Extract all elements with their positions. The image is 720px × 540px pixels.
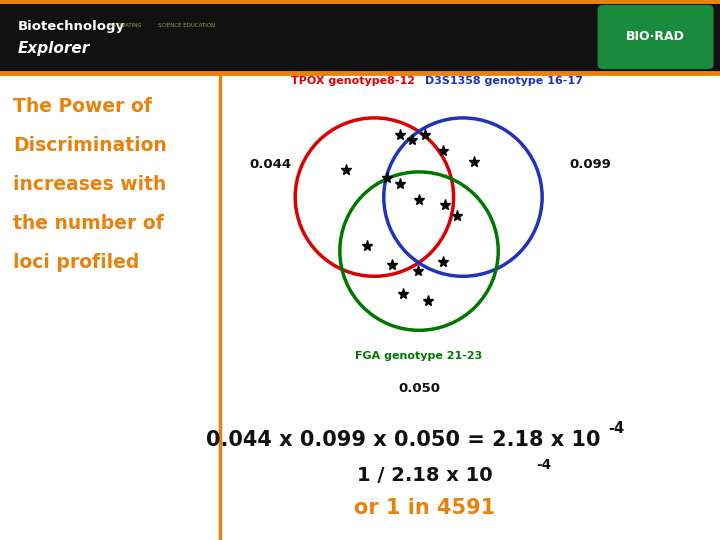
Text: D3S1358 genotype 16-17: D3S1358 genotype 16-17	[425, 76, 583, 86]
Text: SCIENCE EDUCATION: SCIENCE EDUCATION	[158, 23, 216, 28]
Text: the number of: the number of	[13, 214, 163, 233]
Text: -4: -4	[536, 458, 552, 472]
Text: 0.099: 0.099	[570, 158, 611, 171]
Text: increases with: increases with	[13, 175, 166, 194]
Text: FGA genotype 21-23: FGA genotype 21-23	[356, 352, 482, 361]
Text: 0.050: 0.050	[398, 382, 440, 395]
Text: The Power of: The Power of	[13, 97, 152, 116]
Text: Discrimination: Discrimination	[13, 136, 167, 155]
Text: BIO·RAD: BIO·RAD	[626, 30, 685, 44]
FancyBboxPatch shape	[0, 0, 720, 4]
Text: loci profiled: loci profiled	[13, 253, 140, 272]
Text: Biotechnology: Biotechnology	[18, 20, 125, 33]
Text: 1 / 2.18 x 10: 1 / 2.18 x 10	[357, 465, 492, 485]
Text: CAPTIVATING: CAPTIVATING	[107, 23, 142, 28]
FancyBboxPatch shape	[0, 4, 720, 73]
Text: Explorer: Explorer	[18, 41, 90, 56]
Text: or 1 in 4591: or 1 in 4591	[354, 497, 495, 518]
FancyBboxPatch shape	[598, 5, 714, 69]
Text: 0.044: 0.044	[249, 158, 291, 171]
Text: 0.044 x 0.099 x 0.050 = 2.18 x 10: 0.044 x 0.099 x 0.050 = 2.18 x 10	[206, 430, 600, 450]
Text: -4: -4	[608, 421, 624, 436]
Text: TPOX genotype8-12: TPOX genotype8-12	[291, 76, 415, 86]
